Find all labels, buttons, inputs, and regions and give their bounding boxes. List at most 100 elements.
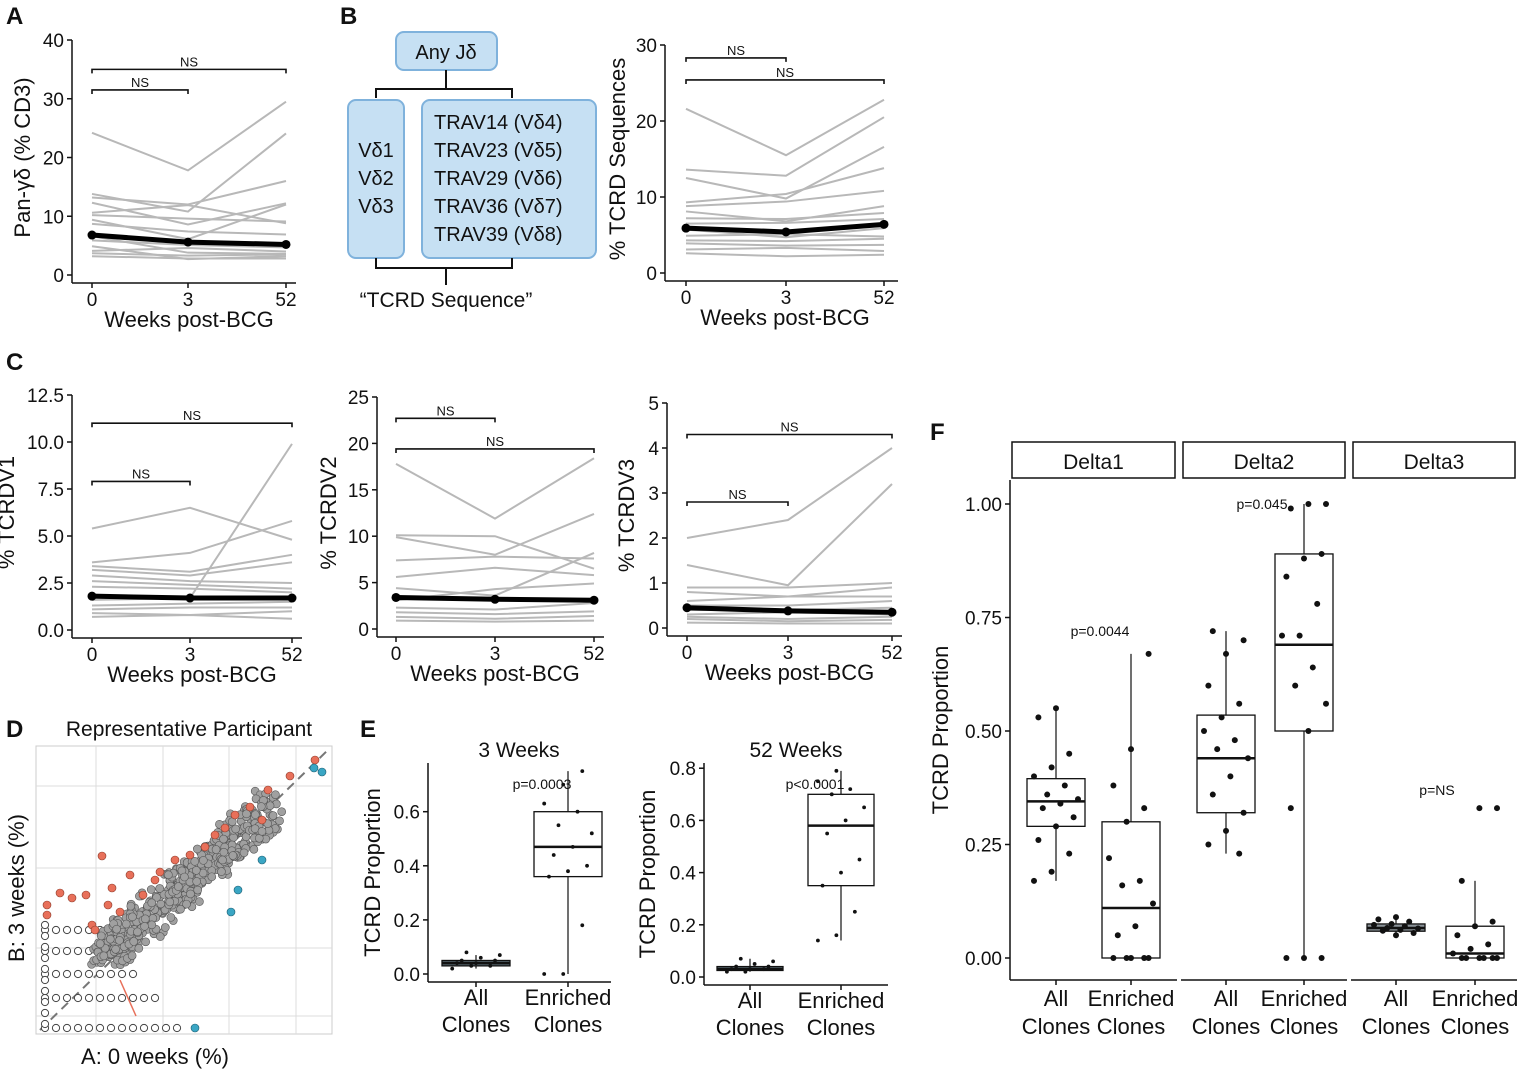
participant-line xyxy=(686,483,893,587)
significance-bracket xyxy=(395,417,496,423)
x-tick-label: 52 xyxy=(281,645,302,666)
x-tick-label: Clones xyxy=(1441,1014,1509,1039)
scatter-point-common xyxy=(133,927,142,937)
line-chart-c3: 0 1 2 3 4 5 0 3 52 Weeks post-BCG % TCRDV3 NS NS xyxy=(614,394,903,685)
facet-strip xyxy=(1352,441,1516,479)
mean-point xyxy=(185,593,195,603)
scatter-point-enriched xyxy=(150,875,160,885)
scatter-point-common xyxy=(217,867,226,876)
data-point xyxy=(1283,955,1290,961)
scatter-point-enriched xyxy=(210,830,220,840)
data-point xyxy=(469,963,474,968)
scatter-point-unique xyxy=(84,1023,94,1033)
x-tick-label: 0 xyxy=(87,290,98,311)
mean-point xyxy=(391,592,401,602)
vdelta2-label: Vδ2 xyxy=(358,168,394,190)
scatter-point-enriched xyxy=(107,883,117,893)
scatter-point-unique xyxy=(51,993,61,1003)
x-tick-label: All xyxy=(464,985,488,1010)
scatter-point-common xyxy=(193,844,202,854)
data-point xyxy=(493,958,497,963)
participant-line xyxy=(395,513,595,556)
scatter-point-enriched xyxy=(285,771,295,781)
data-point xyxy=(1397,926,1404,933)
scatter-point-common xyxy=(174,882,183,891)
mean-point xyxy=(183,237,193,247)
scatter-point-common xyxy=(165,897,175,907)
box xyxy=(1196,714,1256,814)
participant-line xyxy=(395,615,595,620)
x-tick-label: All xyxy=(1384,986,1408,1011)
scatter-point-common xyxy=(182,899,191,909)
scatter-point-unique xyxy=(128,993,138,1003)
significance-bracket xyxy=(91,422,293,428)
y-tick-label: 40 xyxy=(43,31,64,52)
y-tick-label: 30 xyxy=(43,90,64,111)
participant-line xyxy=(91,180,287,206)
scatter-point-enriched xyxy=(263,785,273,795)
data-point xyxy=(556,823,561,828)
y-axis-label: % TCRD Sequences xyxy=(605,58,630,261)
y-tick-label: 0.00 xyxy=(965,949,1002,970)
scatter-point-common xyxy=(111,944,120,954)
y-tick-label: 10 xyxy=(636,188,657,209)
data-point xyxy=(748,967,752,972)
box xyxy=(1101,821,1161,959)
participant-line xyxy=(91,100,287,172)
data-point xyxy=(1227,773,1234,780)
data-point xyxy=(1209,791,1216,798)
data-point xyxy=(459,958,464,963)
data-point xyxy=(1401,923,1408,930)
panel-label-a: A xyxy=(6,3,23,30)
x-tick-label: 0 xyxy=(681,288,692,309)
data-point xyxy=(1454,932,1461,939)
data-point xyxy=(1279,632,1285,639)
participant-line xyxy=(91,520,293,564)
data-point xyxy=(585,863,589,868)
data-point xyxy=(1476,955,1483,961)
scatter-point-unique xyxy=(62,993,72,1003)
data-point xyxy=(1489,955,1496,961)
p-value: p<0.0001 xyxy=(786,776,845,792)
significance-bracket xyxy=(91,480,191,486)
scatter-point-unique xyxy=(40,1019,50,1029)
scatter-point-common xyxy=(199,856,208,865)
y-tick-label: 10 xyxy=(348,527,369,548)
scatter-point-enriched xyxy=(170,855,180,865)
data-point xyxy=(1323,501,1329,507)
scatter-point-unique xyxy=(117,1023,127,1033)
data-point xyxy=(1415,925,1421,932)
significance-label: NS xyxy=(131,75,149,90)
data-point xyxy=(1231,737,1238,744)
scatter-point-enriched xyxy=(200,842,210,852)
participant-line xyxy=(91,600,293,607)
scatter-point-enriched xyxy=(42,910,52,920)
facet-label: Delta2 xyxy=(1234,451,1295,474)
participant-line xyxy=(686,447,893,539)
participant-line xyxy=(685,98,885,157)
y-tick-label: 0.4 xyxy=(670,864,697,885)
significance-bracket xyxy=(395,448,595,453)
y-tick-label: 0.0 xyxy=(670,968,696,989)
scatter-point-unique xyxy=(73,1023,83,1033)
scatter-point-depleted xyxy=(233,885,243,895)
scatter-point-common xyxy=(211,845,221,854)
data-point xyxy=(816,779,820,784)
y-tick-label: 0.6 xyxy=(670,811,696,832)
participant-line xyxy=(395,534,595,570)
x-tick-label: Clones xyxy=(716,1015,784,1040)
data-point xyxy=(488,963,493,968)
mean-point xyxy=(87,591,97,601)
data-point xyxy=(575,809,580,814)
trav14-label: TRAV14 (Vδ4) xyxy=(434,112,563,134)
scatter-point-common xyxy=(147,898,157,908)
data-point xyxy=(1388,920,1395,927)
participant-line xyxy=(91,222,287,236)
scatter-point-unique xyxy=(40,931,50,941)
data-point xyxy=(862,805,866,810)
data-point xyxy=(589,831,594,836)
y-axis-label: % TCRDV1 xyxy=(0,456,19,569)
y-axis-label: % TCRDV3 xyxy=(614,459,639,572)
data-point xyxy=(1301,955,1307,961)
data-point xyxy=(1393,914,1399,921)
